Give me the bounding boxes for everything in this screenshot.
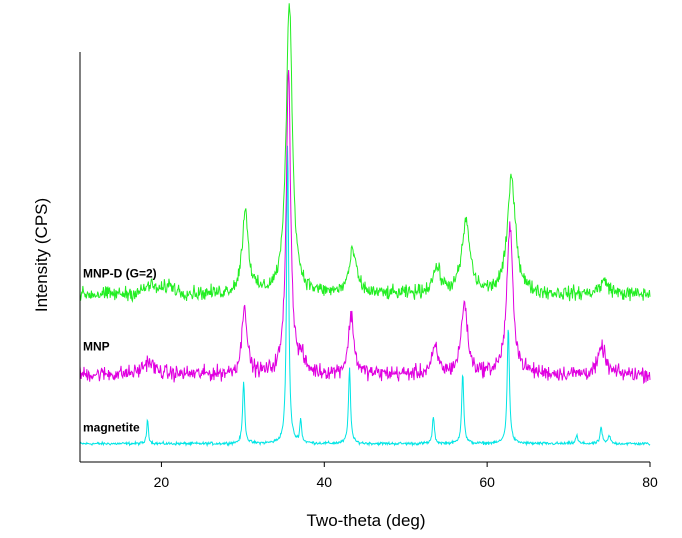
traces-group bbox=[79, 3, 651, 448]
y-axis-title: Intensity (CPS) bbox=[32, 198, 51, 312]
series-label: magnetite bbox=[83, 421, 140, 435]
series-label: MNP-D (G=2) bbox=[83, 267, 157, 281]
x-ticks-group: 20 40 60 80 bbox=[154, 462, 658, 490]
series-line-mnp-d-g-2 bbox=[79, 3, 651, 304]
x-tick-label: 40 bbox=[316, 474, 332, 490]
series-line-mnp bbox=[79, 70, 651, 385]
series-labels-group: magnetite MNP MNP-D (G=2) bbox=[83, 267, 157, 435]
x-tick-label: 20 bbox=[154, 474, 170, 490]
x-tick-label: 60 bbox=[479, 474, 495, 490]
series-line-magnetite bbox=[79, 145, 651, 448]
x-axis-title: Two-theta (deg) bbox=[306, 511, 425, 530]
series-label: MNP bbox=[83, 339, 110, 353]
x-tick-label: 80 bbox=[642, 474, 658, 490]
